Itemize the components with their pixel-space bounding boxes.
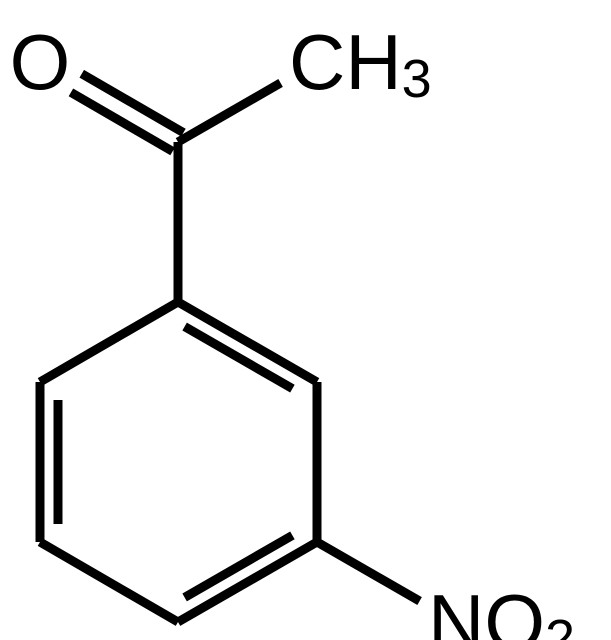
labels-layer: O CH3 NO2 — [10, 18, 575, 640]
bond — [317, 542, 420, 601]
atom-label-NO2: NO2 — [428, 578, 575, 640]
bond — [40, 302, 178, 382]
bond — [178, 302, 317, 382]
molecule-diagram: O CH3 NO2 — [0, 0, 611, 640]
bonds-layer — [40, 74, 420, 622]
bond — [178, 542, 317, 622]
atom-label-CH3: CH3 — [289, 18, 432, 109]
bond — [178, 83, 281, 142]
bond — [40, 542, 178, 622]
atom-label-O: O — [10, 18, 71, 106]
